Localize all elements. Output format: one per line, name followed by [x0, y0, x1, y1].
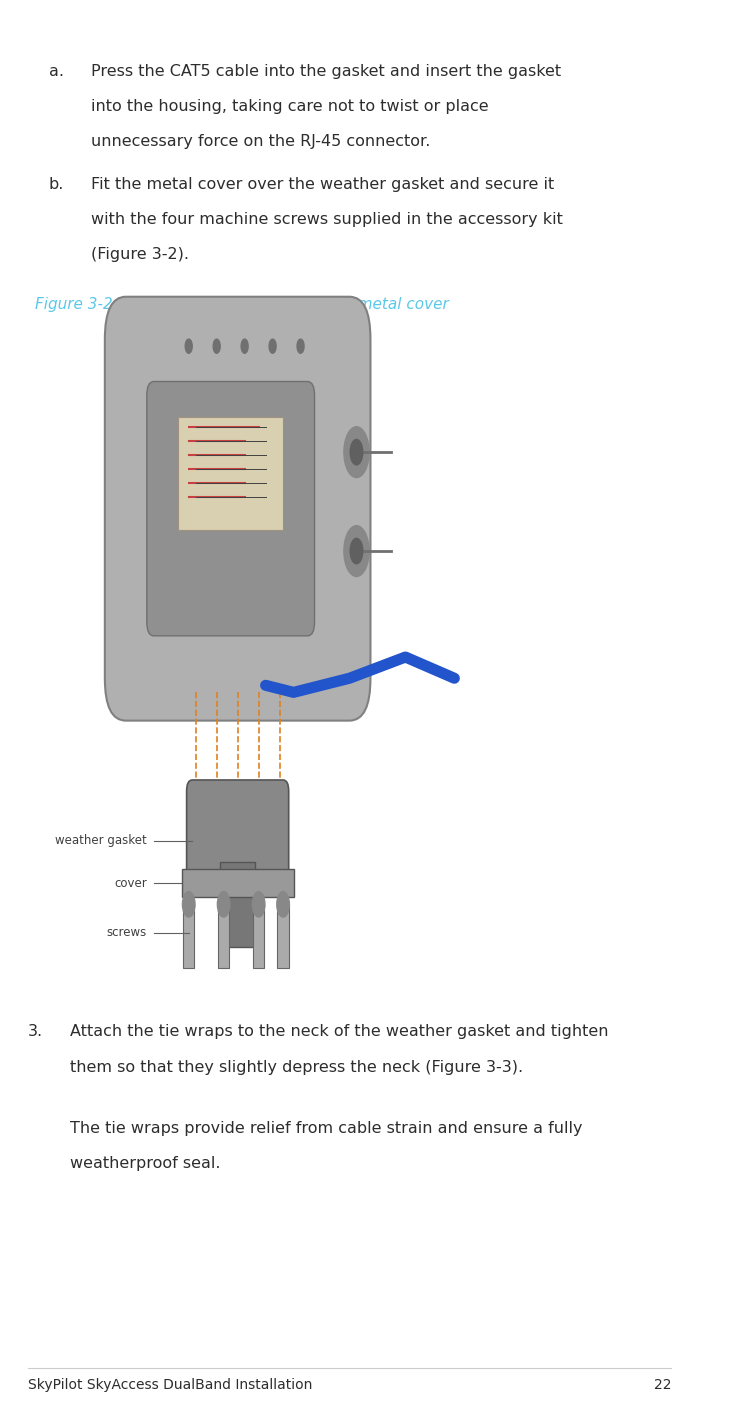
Circle shape — [182, 892, 195, 917]
Text: screws: screws — [106, 926, 147, 940]
Circle shape — [344, 526, 369, 577]
Text: a.: a. — [49, 64, 64, 79]
Circle shape — [213, 339, 220, 353]
Text: b.: b. — [49, 177, 64, 192]
Text: Attach the tie wraps to the neck of the weather gasket and tighten: Attach the tie wraps to the neck of the … — [70, 1024, 609, 1040]
Circle shape — [241, 339, 248, 353]
Circle shape — [350, 538, 363, 564]
FancyBboxPatch shape — [178, 417, 283, 530]
Text: SkyPilot SkyAccess DualBand Installation: SkyPilot SkyAccess DualBand Installation — [28, 1378, 312, 1392]
Text: cover: cover — [114, 876, 147, 890]
Text: them so that they slightly depress the neck (Figure 3-3).: them so that they slightly depress the n… — [70, 1060, 523, 1075]
FancyBboxPatch shape — [187, 780, 289, 887]
Text: with the four machine screws supplied in the accessory kit: with the four machine screws supplied in… — [91, 212, 563, 227]
Text: The tie wraps provide relief from cable strain and ensure a fully: The tie wraps provide relief from cable … — [70, 1121, 582, 1136]
Text: into the housing, taking care not to twist or place: into the housing, taking care not to twi… — [91, 99, 488, 114]
Text: Figure 3-2. Attaching weather gasket and metal cover: Figure 3-2. Attaching weather gasket and… — [35, 297, 448, 312]
Text: Fit the metal cover over the weather gasket and secure it: Fit the metal cover over the weather gas… — [91, 177, 554, 192]
Circle shape — [297, 339, 304, 353]
Bar — [182, 869, 294, 897]
Text: 22: 22 — [653, 1378, 671, 1392]
FancyBboxPatch shape — [105, 297, 370, 721]
Circle shape — [252, 892, 265, 917]
Bar — [218, 904, 229, 968]
Circle shape — [269, 339, 276, 353]
Circle shape — [277, 892, 289, 917]
Circle shape — [217, 892, 230, 917]
Bar — [220, 862, 255, 947]
Text: weather gasket: weather gasket — [55, 834, 147, 848]
Circle shape — [344, 427, 369, 478]
Circle shape — [185, 339, 192, 353]
FancyBboxPatch shape — [147, 382, 314, 636]
Bar — [278, 904, 289, 968]
Bar — [253, 904, 264, 968]
Text: unnecessary force on the RJ-45 connector.: unnecessary force on the RJ-45 connector… — [91, 134, 430, 150]
Text: weatherproof seal.: weatherproof seal. — [70, 1156, 220, 1171]
Text: Press the CAT5 cable into the gasket and insert the gasket: Press the CAT5 cable into the gasket and… — [91, 64, 561, 79]
Circle shape — [350, 439, 363, 465]
Text: 3.: 3. — [28, 1024, 43, 1040]
Bar — [183, 904, 195, 968]
Text: (Figure 3-2).: (Figure 3-2). — [91, 247, 189, 263]
